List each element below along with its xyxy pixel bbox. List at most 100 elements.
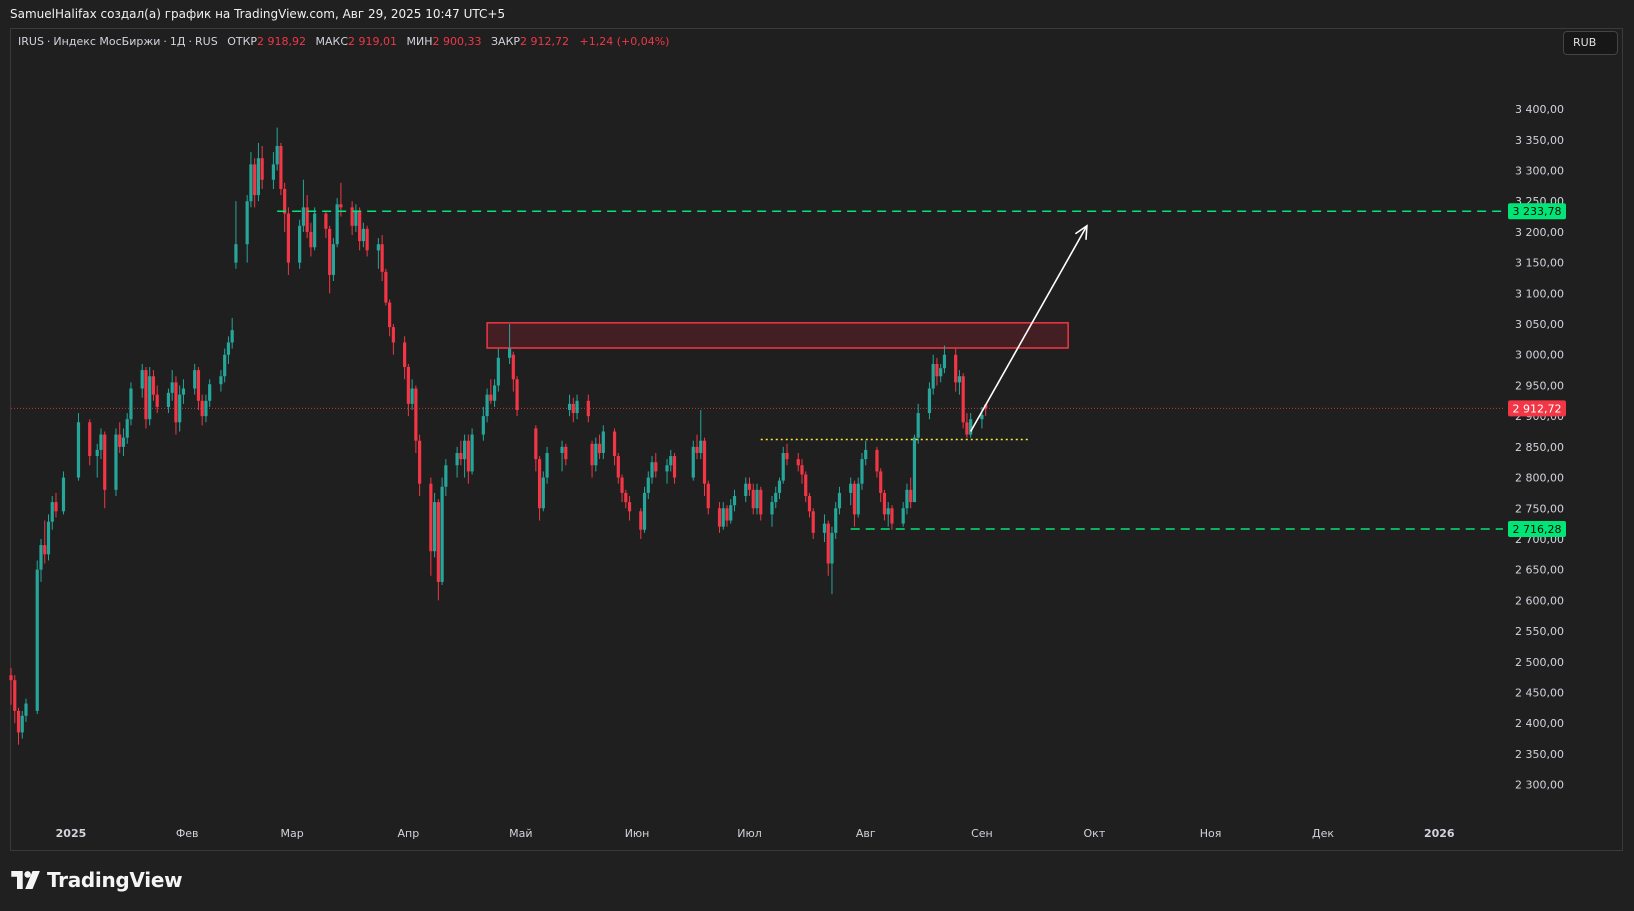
- candle[interactable]: [830, 532, 834, 564]
- candle[interactable]: [406, 367, 410, 404]
- candle[interactable]: [354, 210, 358, 226]
- candle[interactable]: [796, 459, 800, 466]
- candle[interactable]: [365, 228, 369, 251]
- candle[interactable]: [61, 477, 66, 512]
- candle[interactable]: [744, 483, 748, 496]
- candle[interactable]: [961, 376, 965, 423]
- candle[interactable]: [103, 434, 107, 490]
- candle[interactable]: [822, 523, 827, 533]
- candle[interactable]: [612, 431, 617, 457]
- candle[interactable]: [328, 228, 332, 275]
- candle[interactable]: [118, 434, 122, 447]
- candle[interactable]: [567, 403, 572, 411]
- candle[interactable]: [208, 384, 212, 401]
- candle[interactable]: [256, 158, 261, 196]
- candle[interactable]: [455, 452, 459, 466]
- legend-interval[interactable]: 1Д: [169, 35, 186, 48]
- candle[interactable]: [403, 342, 407, 368]
- candle[interactable]: [433, 502, 437, 552]
- candle[interactable]: [852, 483, 857, 515]
- candle[interactable]: [624, 492, 628, 503]
- candle[interactable]: [931, 363, 935, 389]
- candle[interactable]: [174, 382, 178, 423]
- candle[interactable]: [807, 495, 812, 512]
- candle[interactable]: [219, 376, 223, 385]
- candle[interactable]: [642, 492, 647, 530]
- candle[interactable]: [95, 449, 99, 457]
- candle[interactable]: [834, 508, 838, 533]
- candle[interactable]: [485, 394, 489, 417]
- candle[interactable]: [965, 422, 969, 435]
- candle[interactable]: [732, 495, 737, 506]
- candle[interactable]: [151, 376, 156, 395]
- candle[interactable]: [755, 489, 759, 509]
- candle[interactable]: [140, 370, 144, 389]
- candle[interactable]: [541, 477, 545, 509]
- candle[interactable]: [781, 452, 785, 481]
- candle[interactable]: [376, 244, 380, 251]
- candle[interactable]: [905, 489, 909, 509]
- candle[interactable]: [725, 508, 729, 521]
- candle[interactable]: [114, 434, 118, 490]
- candle[interactable]: [804, 474, 808, 496]
- candle[interactable]: [537, 459, 542, 509]
- candle[interactable]: [616, 456, 620, 478]
- candle[interactable]: [324, 213, 328, 229]
- candle[interactable]: [155, 394, 159, 407]
- candle[interactable]: [849, 483, 853, 493]
- candle[interactable]: [939, 368, 943, 377]
- candle[interactable]: [414, 388, 418, 441]
- candle[interactable]: [560, 446, 564, 453]
- candle[interactable]: [980, 414, 984, 420]
- candle[interactable]: [46, 521, 51, 555]
- candle[interactable]: [672, 456, 677, 478]
- candle[interactable]: [275, 145, 279, 165]
- candle[interactable]: [462, 440, 467, 460]
- candle[interactable]: [627, 502, 632, 512]
- candle[interactable]: [43, 545, 47, 555]
- candle[interactable]: [388, 302, 392, 328]
- resistance-zone[interactable]: [486, 322, 1069, 349]
- candle[interactable]: [826, 523, 830, 564]
- candle[interactable]: [496, 357, 500, 386]
- projection-arrow-line[interactable]: [969, 225, 1088, 432]
- candle[interactable]: [223, 354, 227, 377]
- candle[interactable]: [860, 459, 864, 484]
- candle[interactable]: [691, 446, 695, 478]
- candle[interactable]: [882, 492, 887, 515]
- candle[interactable]: [286, 213, 291, 263]
- candle[interactable]: [466, 440, 470, 472]
- candle[interactable]: [253, 164, 257, 196]
- candle[interactable]: [935, 363, 939, 377]
- candle[interactable]: [575, 400, 579, 414]
- candle[interactable]: [350, 207, 354, 226]
- candle[interactable]: [564, 446, 568, 460]
- candle[interactable]: [193, 370, 197, 389]
- candle[interactable]: [16, 710, 21, 733]
- candle[interactable]: [774, 492, 778, 503]
- candle[interactable]: [230, 330, 234, 343]
- candle[interactable]: [942, 354, 947, 369]
- candle[interactable]: [777, 480, 782, 493]
- candle[interactable]: [639, 511, 643, 530]
- candle[interactable]: [597, 443, 602, 453]
- candle[interactable]: [717, 508, 722, 527]
- candle[interactable]: [410, 388, 414, 404]
- candle[interactable]: [492, 385, 497, 401]
- candle[interactable]: [957, 376, 962, 383]
- candle[interactable]: [879, 471, 883, 493]
- candle[interactable]: [515, 379, 519, 411]
- candle[interactable]: [751, 489, 755, 509]
- candle[interactable]: [301, 207, 306, 226]
- candle[interactable]: [249, 164, 253, 202]
- candle[interactable]: [481, 416, 485, 435]
- candle[interactable]: [901, 508, 905, 524]
- candle[interactable]: [954, 354, 958, 383]
- legend-symbol[interactable]: IRUS: [18, 35, 44, 48]
- candle[interactable]: [601, 431, 605, 453]
- candle[interactable]: [418, 440, 422, 484]
- candle[interactable]: [695, 446, 699, 453]
- candle[interactable]: [429, 483, 433, 552]
- candle[interactable]: [440, 486, 444, 582]
- candle[interactable]: [305, 207, 309, 232]
